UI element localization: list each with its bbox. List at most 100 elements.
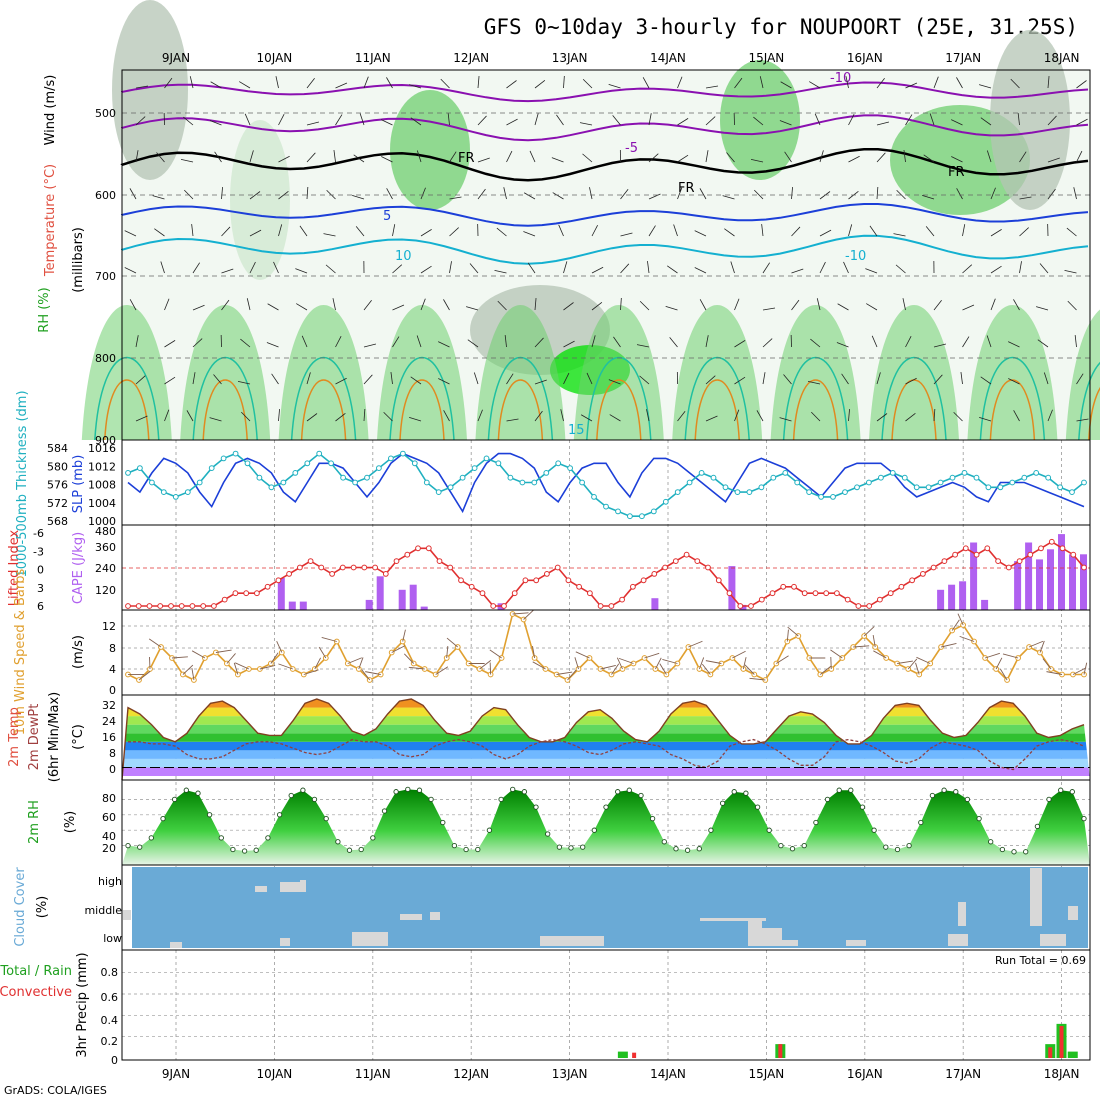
lifted-index-line-point <box>672 558 679 564</box>
thickness-line-point <box>137 465 143 472</box>
date-label-bottom: 17JAN <box>945 1067 981 1081</box>
thickness-line-point <box>531 479 538 486</box>
lifted-index-line-point <box>297 564 303 571</box>
rh-point <box>241 848 248 854</box>
cape-bar <box>420 606 428 610</box>
lifted-index-line-point <box>318 564 325 571</box>
wind-barb-10m <box>233 662 239 675</box>
wind-barb <box>903 150 906 163</box>
rh-point <box>988 839 994 845</box>
wind-barb <box>612 115 621 126</box>
wind-barb-10m <box>318 646 327 659</box>
wind-barb <box>183 116 194 126</box>
wind-barb <box>876 372 881 385</box>
wind-barb <box>306 186 309 200</box>
wind-barb <box>1013 299 1020 311</box>
thickness-line-point <box>543 470 550 476</box>
wind-barb-10m <box>616 657 623 670</box>
wind-barb <box>560 409 564 422</box>
wind-barb <box>449 196 462 200</box>
wind-barb-10m <box>1028 640 1044 648</box>
wind-speed-line-point <box>630 660 637 667</box>
wind-barb <box>363 76 369 89</box>
wind-barb <box>990 298 996 311</box>
rh-tick: 60 <box>102 811 116 824</box>
lifted-index-line-point <box>329 571 336 577</box>
wind-barb <box>694 230 707 237</box>
wind-barb <box>762 307 776 311</box>
rh-point <box>463 846 469 853</box>
wind-barb-10m <box>259 665 276 670</box>
wind-barb <box>506 418 519 422</box>
wind-barb <box>876 413 888 422</box>
wind-speed-line-point <box>300 671 307 678</box>
wind-barb <box>979 417 992 422</box>
boundary-layer-rh <box>770 305 861 440</box>
wind-barb-10m <box>959 635 975 642</box>
date-label-bottom: 18JAN <box>1044 1067 1080 1081</box>
wind-barb-10m <box>489 649 502 659</box>
lifted-index-line-point <box>801 590 808 597</box>
wind-barb <box>552 192 564 200</box>
lifted-index-line-point <box>984 545 991 552</box>
wind-barb <box>275 76 279 89</box>
wind-barb <box>1008 378 1020 385</box>
wind-barb <box>677 76 683 89</box>
lifted-index-line-point <box>1070 551 1077 558</box>
thickness-line-point <box>196 479 203 486</box>
wind-barb-10m <box>532 646 536 659</box>
panel-frame-cape <box>121 524 1091 611</box>
wind-barb <box>1019 196 1032 200</box>
lifted-index-line-point <box>769 590 776 597</box>
wind-barb <box>807 381 821 385</box>
wind-barb-10m <box>321 637 337 642</box>
temp-contour <box>979 357 1046 441</box>
lifted-index-line-point <box>168 603 174 609</box>
wind-barb <box>580 414 593 422</box>
date-label-bottom: 14JAN <box>650 1067 686 1081</box>
temp-contour <box>596 379 642 441</box>
wind-barb-10m <box>171 656 188 659</box>
thickness-line-point <box>459 474 466 481</box>
wind-barb <box>642 77 650 89</box>
wind-barb-10m <box>148 638 162 648</box>
rh-point <box>416 787 423 793</box>
wind-barb <box>186 410 194 422</box>
lifted-index-line-point <box>544 571 550 577</box>
wind-speed-line-point <box>399 638 406 645</box>
rh-point <box>731 789 737 795</box>
thickness-line-point <box>1069 489 1075 496</box>
thickness-line-point <box>376 465 382 472</box>
wind-barb <box>819 150 824 163</box>
thickness-line-point <box>579 479 585 486</box>
contour-label: FR <box>458 151 475 166</box>
lifted-index-line-point <box>350 564 357 571</box>
lifted-index-line-point <box>189 603 196 609</box>
wind-barb <box>613 336 621 348</box>
temp-contour-5 <box>121 203 1089 227</box>
rh-tick: 80 <box>102 792 116 805</box>
wind-barb <box>381 119 393 126</box>
wind-barb <box>1067 300 1077 311</box>
wind-barb <box>620 297 622 311</box>
wind-tick: 0 <box>109 684 116 697</box>
wind-barb <box>160 261 165 274</box>
wind-barb-10m <box>523 609 534 620</box>
rh-point <box>591 827 597 833</box>
wind-speed-line-point <box>839 655 846 661</box>
wind-barb <box>164 376 176 385</box>
wind-barb <box>209 417 222 422</box>
wind-barb <box>221 299 230 311</box>
wind-barb <box>184 189 194 200</box>
lifted-index-line-point <box>941 558 948 564</box>
wind-barb-10m <box>1083 662 1088 675</box>
wind-barb <box>523 231 536 237</box>
wind-barb <box>409 84 422 89</box>
temp-contour <box>399 379 445 441</box>
wind-barb <box>730 261 735 274</box>
pressure-tick: 900 <box>95 434 116 447</box>
wind-barb <box>469 263 479 274</box>
rh-point <box>964 796 971 803</box>
wind-barb <box>278 409 280 422</box>
rh-point <box>580 844 586 850</box>
